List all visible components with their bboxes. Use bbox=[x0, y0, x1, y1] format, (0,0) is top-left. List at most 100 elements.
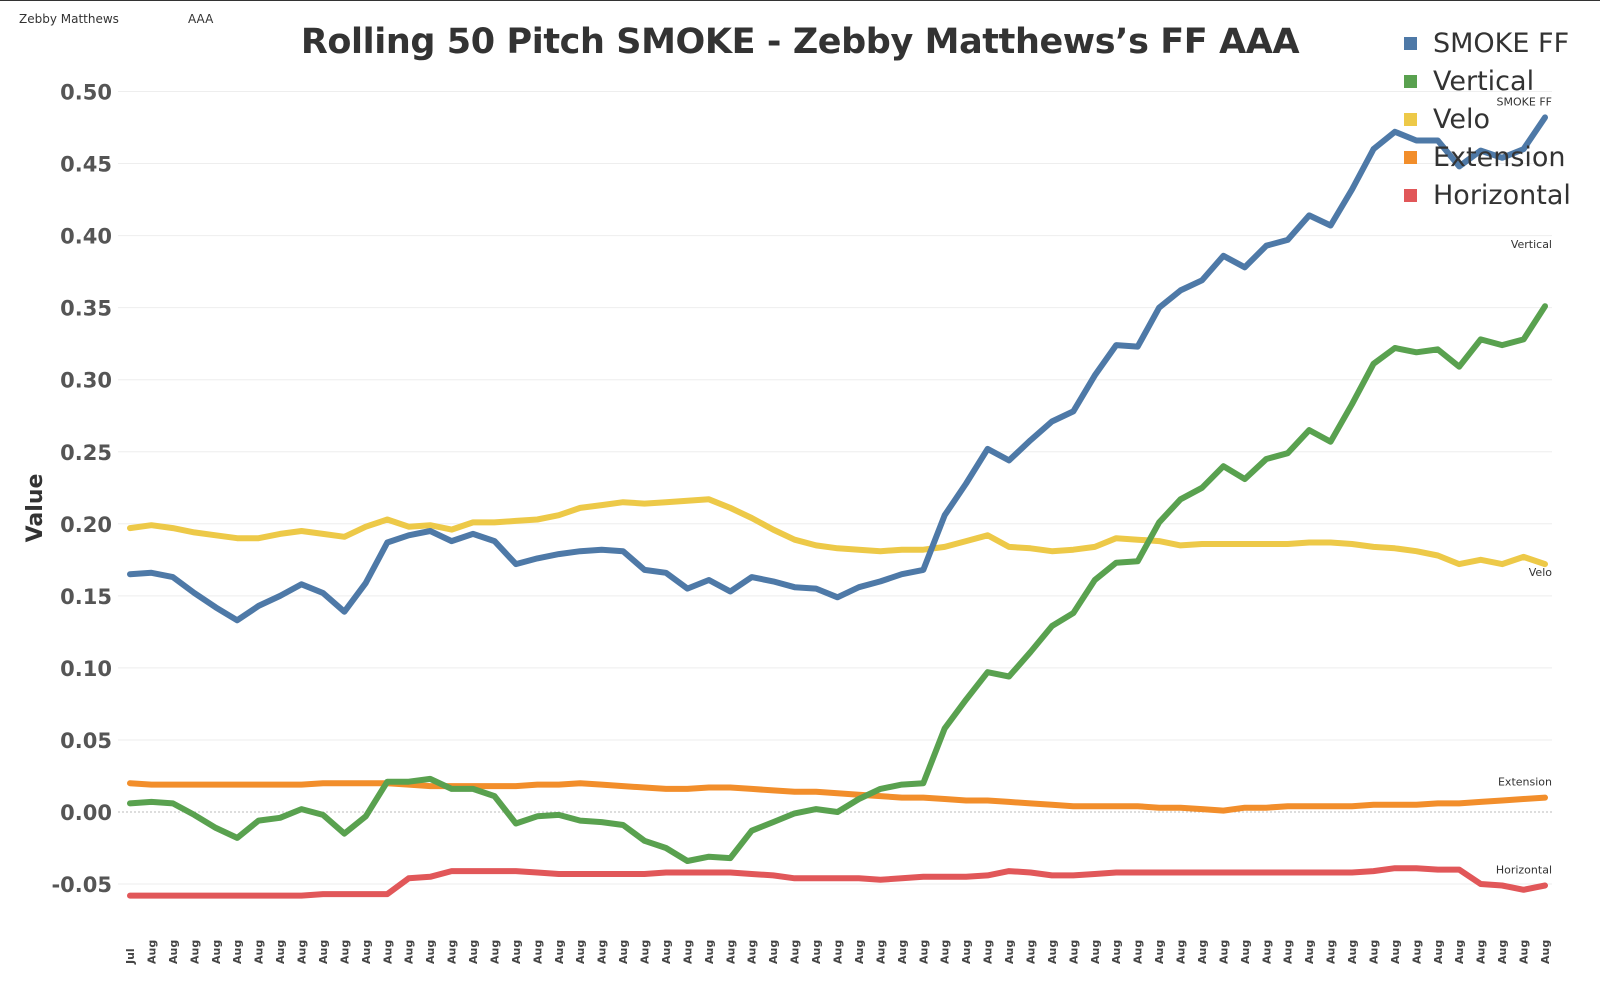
series-line-horizontal bbox=[127, 865, 1548, 899]
x-tick-label: Aug bbox=[1110, 940, 1123, 964]
y-tick-label: 0.50 bbox=[60, 81, 112, 105]
y-axis: 0.50 0.45 0.40 0.35 0.30 0.25 0.20 0.15 0.10 0.05… bbox=[51, 81, 112, 898]
x-tick-label: Aug bbox=[1496, 940, 1509, 964]
y-tick-label: 0.15 bbox=[60, 585, 112, 609]
legend-label: Vertical bbox=[1433, 65, 1535, 97]
x-tick-label: Aug bbox=[660, 940, 673, 964]
y-tick-label: 0.45 bbox=[60, 153, 112, 177]
y-tick-label: 0.05 bbox=[60, 729, 112, 753]
x-tick-label: Aug bbox=[531, 940, 544, 964]
legend-item-smoke-ff[interactable]: SMOKE FF bbox=[1404, 24, 1571, 62]
x-tick-label: Aug bbox=[1475, 940, 1488, 964]
x-tick-label: Aug bbox=[553, 940, 566, 964]
series-line-smoke-ff bbox=[127, 114, 1548, 624]
x-tick-label: Aug bbox=[467, 940, 480, 964]
y-tick-label: 0.20 bbox=[60, 513, 112, 537]
end-label-velo: Velo bbox=[1529, 566, 1552, 579]
x-tick-label: Aug bbox=[874, 940, 887, 964]
x-tick-label: Aug bbox=[1367, 940, 1380, 964]
x-tick-label: Aug bbox=[488, 940, 501, 964]
x-tick-label: Aug bbox=[960, 940, 973, 964]
x-tick-label: Aug bbox=[1539, 940, 1552, 964]
x-tick-label: Jul bbox=[124, 948, 137, 965]
x-tick-label: Aug bbox=[681, 940, 694, 964]
legend: SMOKE FF Vertical Velo Extension Horizontal bbox=[1404, 24, 1571, 214]
x-tick-label: Aug bbox=[810, 940, 823, 964]
x-tick-label: Aug bbox=[1303, 940, 1316, 964]
level-filter-label[interactable]: AAA bbox=[188, 12, 214, 26]
x-tick-label: Aug bbox=[639, 940, 652, 964]
x-tick-label: Aug bbox=[1389, 940, 1402, 964]
legend-label: Horizontal bbox=[1433, 179, 1571, 211]
x-tick-label: Aug bbox=[145, 940, 158, 964]
x-tick-label: Aug bbox=[767, 940, 780, 964]
x-tick-label: Aug bbox=[253, 940, 266, 964]
y-tick-label: 0.30 bbox=[60, 369, 112, 393]
x-tick-label: Aug bbox=[1453, 940, 1466, 964]
y-tick-label: 0.40 bbox=[60, 225, 112, 249]
x-tick-label: Aug bbox=[274, 940, 287, 964]
x-tick-label: Aug bbox=[1067, 940, 1080, 964]
x-tick-label: Aug bbox=[446, 940, 459, 964]
x-tick-label: Aug bbox=[939, 940, 952, 964]
y-tick-label: 0.35 bbox=[60, 297, 112, 321]
x-tick-label: Aug bbox=[1239, 940, 1252, 964]
legend-swatch bbox=[1404, 74, 1417, 88]
legend-item-horizontal[interactable]: Horizontal bbox=[1404, 176, 1571, 214]
legend-item-extension[interactable]: Extension bbox=[1404, 138, 1571, 176]
legend-item-velo[interactable]: Velo bbox=[1404, 100, 1571, 138]
x-tick-label: Aug bbox=[360, 940, 373, 964]
legend-label: Extension bbox=[1433, 141, 1566, 173]
x-tick-label: Aug bbox=[1046, 940, 1059, 964]
chart-title: Rolling 50 Pitch SMOKE - Zebby Matthews’… bbox=[300, 22, 1300, 62]
y-tick-label: -0.05 bbox=[51, 873, 112, 897]
legend-swatch bbox=[1404, 150, 1417, 164]
x-tick-label: Aug bbox=[1410, 940, 1423, 964]
x-axis: Jul Aug Aug Aug Aug Aug Aug Aug Aug Aug Aug Aug Aug A… bbox=[124, 940, 1552, 965]
pitcher-filter-label[interactable]: Zebby Matthews bbox=[19, 12, 119, 26]
x-tick-label: Aug bbox=[1217, 940, 1230, 964]
x-tick-label: Aug bbox=[703, 940, 716, 964]
legend-swatch bbox=[1404, 188, 1417, 202]
end-label-vertical: Vertical bbox=[1511, 238, 1552, 251]
end-label-smoke-ff: SMOKE FF bbox=[1497, 95, 1552, 108]
top-rule bbox=[0, 0, 1600, 1]
x-tick-label: Aug bbox=[917, 940, 930, 964]
x-tick-label: Aug bbox=[596, 940, 609, 964]
series-line-velo bbox=[127, 496, 1548, 568]
y-axis-label: Value bbox=[23, 474, 48, 543]
x-tick-label: Aug bbox=[231, 940, 244, 964]
x-tick-label: Aug bbox=[1282, 940, 1295, 964]
x-tick-label: Aug bbox=[510, 940, 523, 964]
x-tick-label: Aug bbox=[1260, 940, 1273, 964]
x-tick-label: Aug bbox=[896, 940, 909, 964]
x-tick-label: Aug bbox=[1024, 940, 1037, 964]
legend-item-vertical[interactable]: Vertical bbox=[1404, 62, 1571, 100]
x-tick-label: Aug bbox=[617, 940, 630, 964]
end-label-extension: Extension bbox=[1498, 776, 1552, 789]
x-tick-label: Aug bbox=[1196, 940, 1209, 964]
x-tick-label: Aug bbox=[188, 940, 201, 964]
x-tick-label: Aug bbox=[403, 940, 416, 964]
x-tick-label: Aug bbox=[1346, 940, 1359, 964]
x-tick-label: Aug bbox=[1153, 940, 1166, 964]
x-tick-label: Aug bbox=[1432, 940, 1445, 964]
x-tick-label: Aug bbox=[746, 940, 759, 964]
series-line-vertical bbox=[127, 303, 1548, 864]
end-label-horizontal: Horizontal bbox=[1496, 863, 1552, 876]
x-tick-label: Aug bbox=[1325, 940, 1338, 964]
x-tick-label: Aug bbox=[789, 940, 802, 964]
legend-swatch bbox=[1404, 36, 1417, 50]
x-tick-label: Aug bbox=[1132, 940, 1145, 964]
y-tick-label: 0.10 bbox=[60, 657, 112, 681]
legend-label: Velo bbox=[1433, 103, 1491, 135]
x-tick-label: Aug bbox=[1003, 940, 1016, 964]
x-tick-label: Aug bbox=[381, 940, 394, 964]
x-tick-label: Aug bbox=[1175, 940, 1188, 964]
x-tick-label: Aug bbox=[1518, 940, 1531, 964]
series-lines bbox=[127, 114, 1548, 899]
x-tick-label: Aug bbox=[317, 940, 330, 964]
x-tick-label: Aug bbox=[210, 940, 223, 964]
x-tick-label: Aug bbox=[424, 940, 437, 964]
legend-label: SMOKE FF bbox=[1433, 27, 1570, 59]
